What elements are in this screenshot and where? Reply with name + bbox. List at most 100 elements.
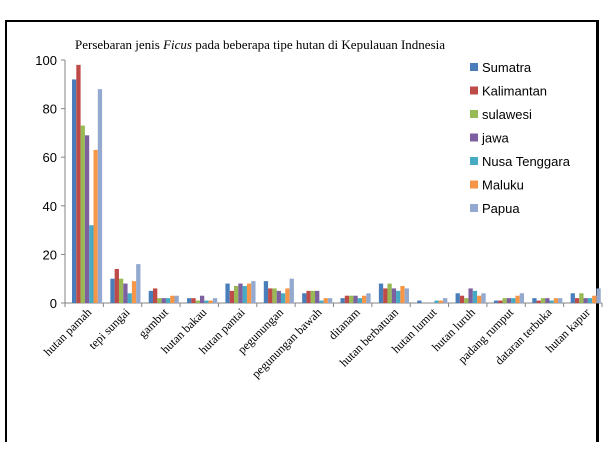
legend-swatch bbox=[470, 180, 478, 189]
bar bbox=[289, 278, 294, 303]
bar bbox=[280, 293, 286, 303]
chart-area bbox=[5, 20, 599, 442]
y-tick-label: 0 bbox=[50, 296, 57, 311]
bar bbox=[310, 290, 316, 303]
bar bbox=[391, 288, 397, 303]
bar bbox=[498, 300, 503, 303]
bar bbox=[545, 298, 550, 303]
bar bbox=[195, 300, 200, 303]
bar bbox=[357, 298, 362, 303]
legend-swatch bbox=[470, 157, 478, 165]
legend-swatch bbox=[470, 110, 478, 118]
bar bbox=[383, 288, 388, 303]
bar bbox=[353, 295, 358, 303]
bar bbox=[246, 283, 252, 303]
bar bbox=[148, 290, 154, 303]
bar bbox=[536, 300, 541, 303]
bar bbox=[438, 300, 444, 303]
bar bbox=[315, 290, 320, 303]
bar bbox=[157, 298, 162, 303]
legend-swatch bbox=[470, 133, 478, 142]
bar bbox=[136, 264, 141, 303]
bar bbox=[506, 298, 512, 303]
bar bbox=[212, 298, 218, 303]
legend-swatch bbox=[470, 86, 478, 95]
bar bbox=[127, 293, 132, 303]
bar bbox=[327, 298, 333, 303]
bar bbox=[502, 298, 507, 303]
bar bbox=[570, 293, 575, 303]
bar bbox=[472, 290, 478, 303]
bar bbox=[493, 300, 499, 303]
bar bbox=[587, 298, 593, 303]
bar bbox=[84, 135, 90, 303]
bar bbox=[97, 89, 103, 303]
bar bbox=[387, 283, 392, 303]
bar bbox=[378, 283, 384, 303]
bar bbox=[340, 298, 345, 303]
bar bbox=[366, 293, 371, 303]
bar bbox=[553, 298, 559, 303]
bar bbox=[306, 290, 311, 303]
bar bbox=[251, 281, 256, 303]
bar bbox=[302, 293, 307, 303]
legend-label: Sumatra bbox=[482, 60, 532, 75]
bar bbox=[400, 285, 405, 303]
legend-label: jawa bbox=[481, 131, 510, 146]
bar bbox=[208, 300, 213, 303]
bar bbox=[319, 300, 324, 303]
bar bbox=[123, 283, 128, 303]
bar bbox=[285, 288, 290, 303]
bar bbox=[110, 278, 115, 303]
bar bbox=[199, 295, 205, 303]
y-tick-label: 100 bbox=[35, 53, 57, 68]
bar bbox=[191, 298, 196, 303]
bar bbox=[549, 300, 554, 303]
bar bbox=[170, 295, 175, 303]
bar bbox=[519, 293, 525, 303]
bar bbox=[443, 298, 448, 303]
bar bbox=[229, 290, 235, 303]
bar bbox=[118, 278, 124, 303]
bar bbox=[161, 298, 166, 303]
bar bbox=[93, 149, 98, 303]
bar bbox=[272, 288, 277, 303]
x-category-label: gambut bbox=[136, 305, 172, 341]
bar bbox=[468, 288, 473, 303]
bar bbox=[349, 295, 354, 303]
bar bbox=[323, 298, 328, 303]
bar bbox=[153, 288, 158, 303]
y-tick-label: 20 bbox=[43, 247, 57, 262]
bar bbox=[515, 295, 520, 303]
y-tick-label: 40 bbox=[43, 199, 57, 214]
legend-label: Maluku bbox=[482, 178, 524, 193]
bar bbox=[234, 285, 239, 303]
chart-title: Persebaran jenis Ficus pada beberapa tip… bbox=[75, 37, 445, 52]
legend-label: Kalimantan bbox=[482, 84, 547, 99]
x-category-label: hutan pamah bbox=[41, 305, 94, 358]
x-category-label: tepi sungai bbox=[86, 305, 133, 352]
bar bbox=[592, 295, 597, 303]
bar bbox=[114, 268, 119, 303]
bar bbox=[276, 290, 281, 303]
bar bbox=[174, 295, 179, 303]
bar bbox=[532, 298, 537, 303]
bar bbox=[583, 298, 588, 303]
bar bbox=[165, 298, 171, 303]
bar bbox=[344, 295, 350, 303]
legend-label: sulawesi bbox=[482, 107, 532, 122]
bar bbox=[558, 298, 563, 303]
bar bbox=[89, 225, 94, 303]
bar bbox=[455, 293, 460, 303]
x-category-label: ditanam bbox=[326, 305, 364, 343]
y-tick-label: 60 bbox=[43, 150, 57, 165]
bar bbox=[187, 298, 192, 303]
y-tick-label: 80 bbox=[43, 102, 57, 117]
bar bbox=[596, 288, 601, 303]
legend-swatch bbox=[470, 63, 478, 71]
bar bbox=[404, 288, 409, 303]
bar bbox=[263, 281, 269, 303]
bar bbox=[268, 288, 273, 303]
bar bbox=[417, 300, 422, 303]
